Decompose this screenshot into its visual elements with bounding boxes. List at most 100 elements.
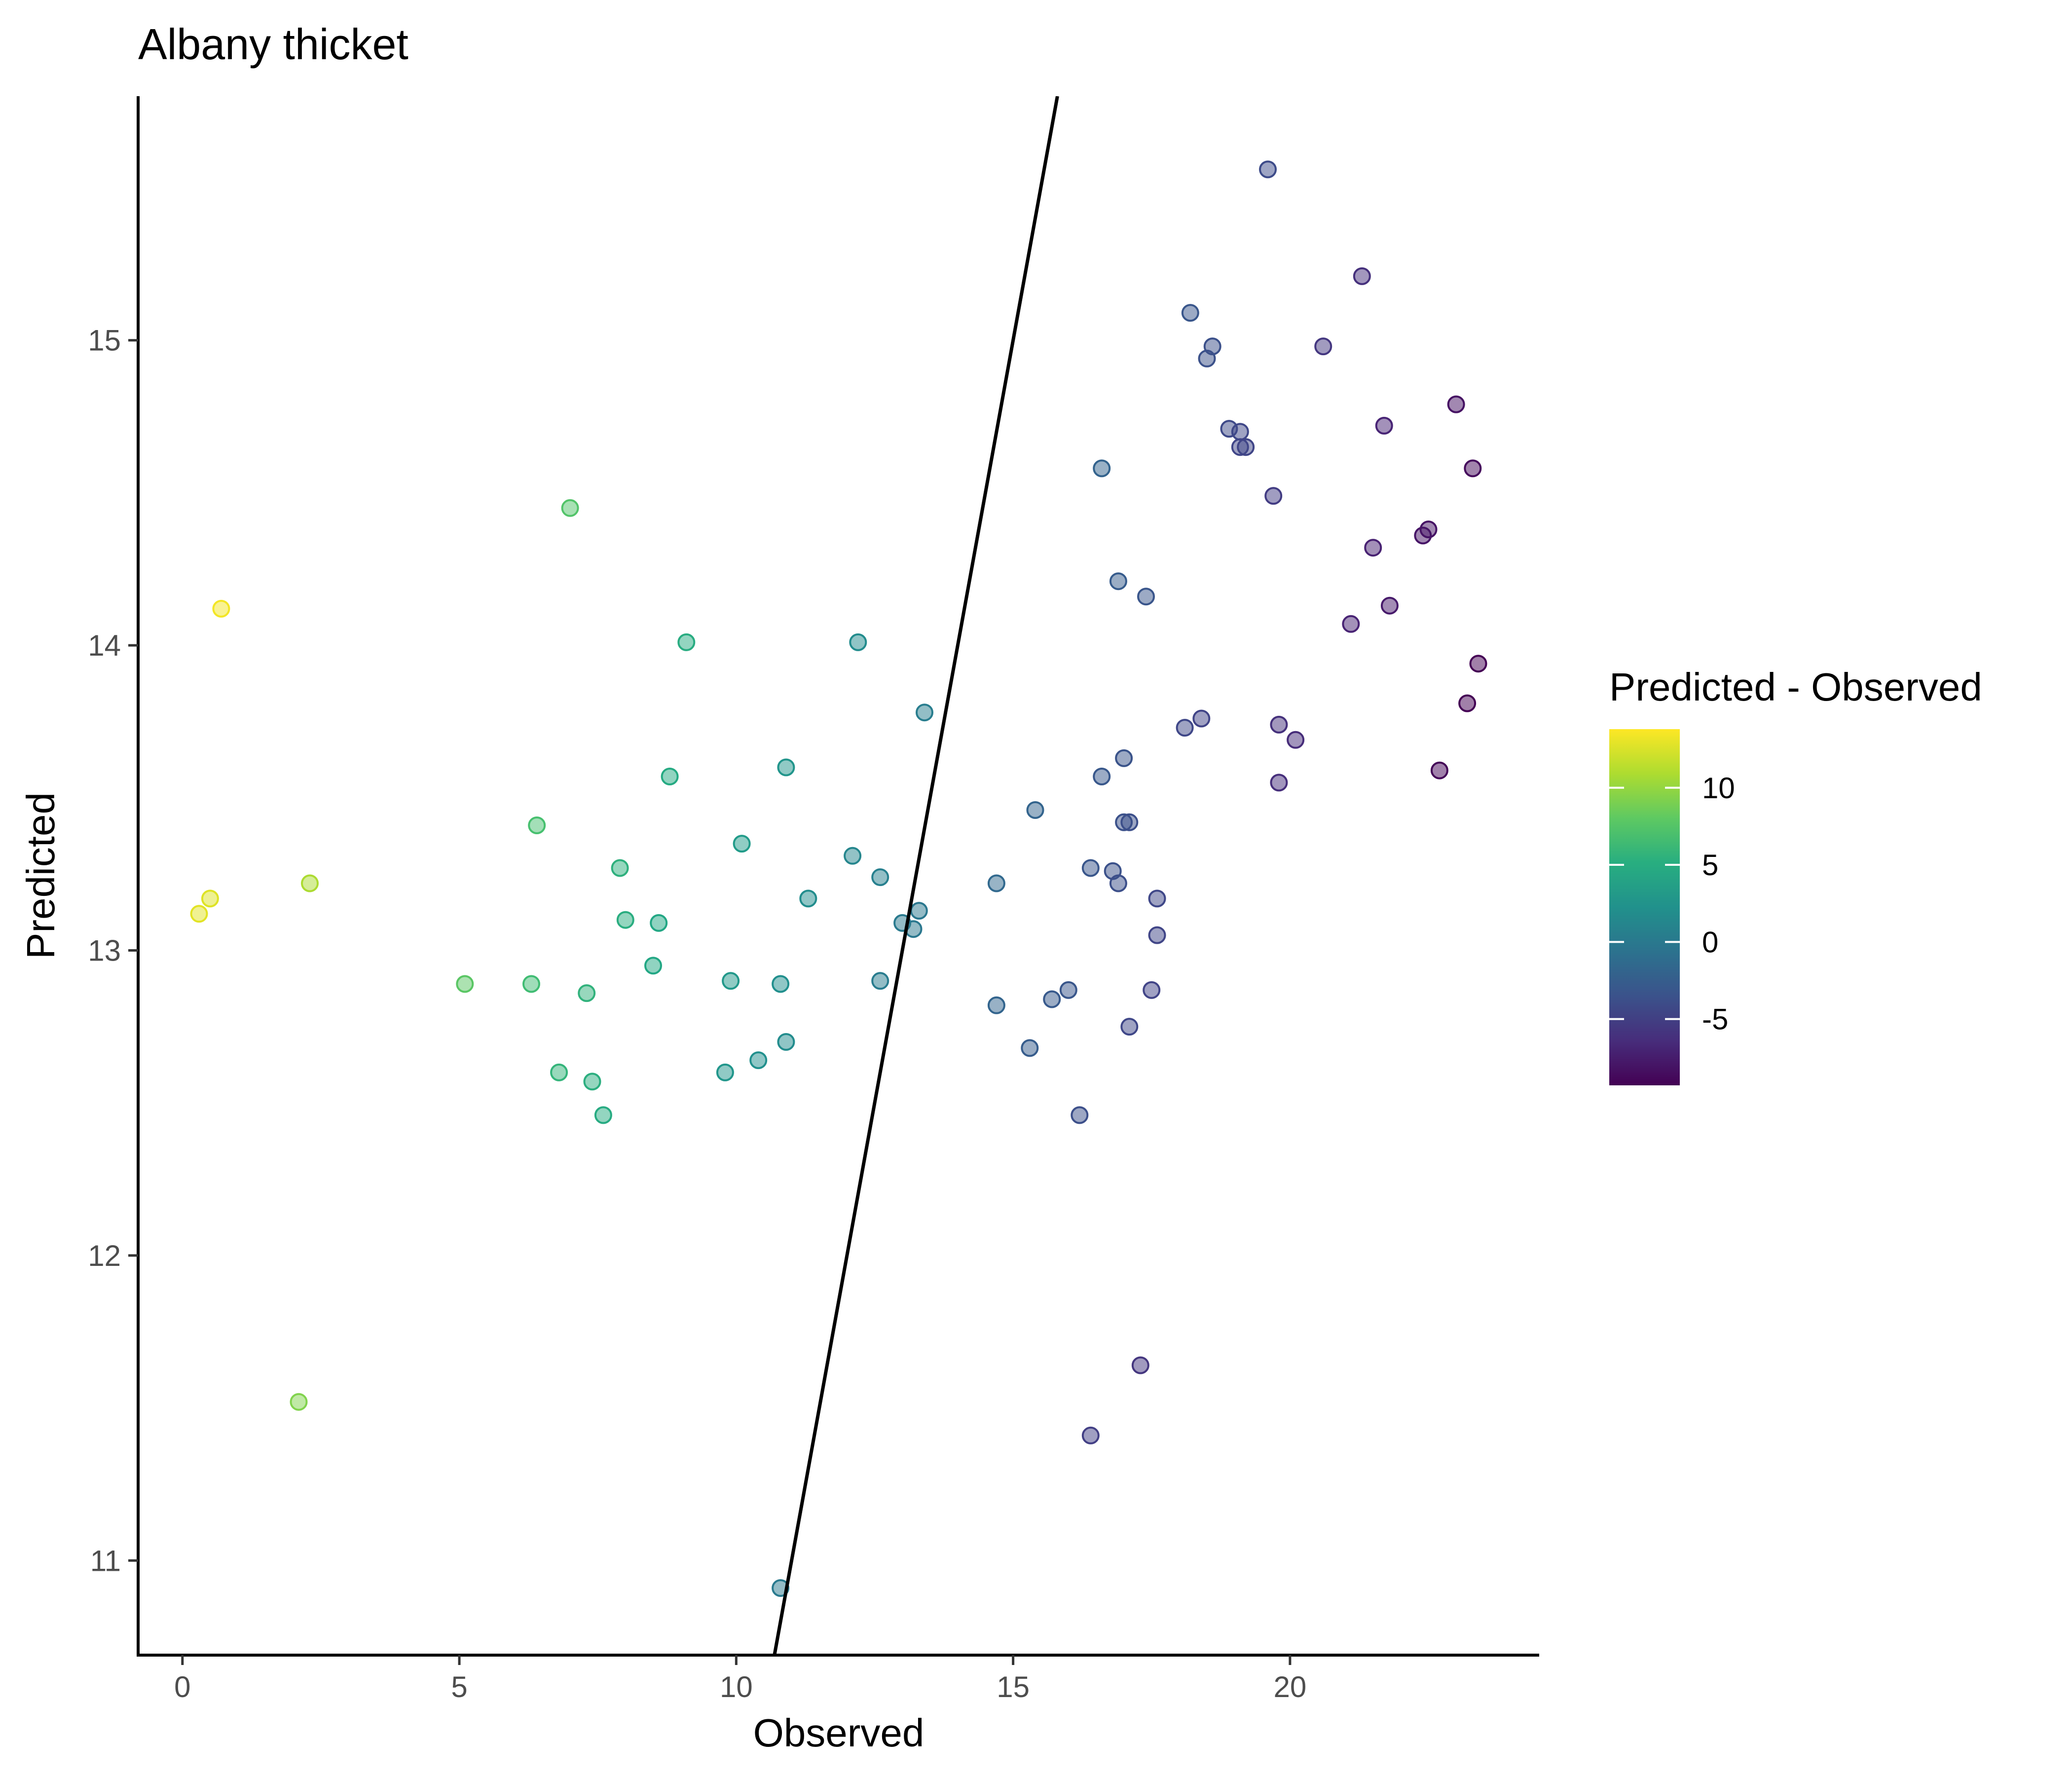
y-tick-label: 13 — [88, 934, 121, 967]
data-point — [1143, 981, 1161, 999]
data-point — [578, 984, 596, 1002]
data-point — [1264, 487, 1283, 505]
data-point — [1231, 423, 1249, 441]
x-ticks: 0 5 10 15 20 — [174, 1655, 1306, 1703]
points-layer — [190, 160, 1487, 1597]
y-tick-label: 14 — [88, 629, 121, 662]
x-tick-label: 15 — [997, 1670, 1030, 1703]
data-point — [1237, 438, 1255, 456]
data-point — [1115, 749, 1133, 767]
y-tick-label: 11 — [90, 1544, 121, 1577]
data-point — [522, 975, 540, 993]
data-point — [1176, 719, 1194, 737]
data-point — [871, 868, 889, 887]
legend-tick-label: -5 — [1702, 1003, 1728, 1036]
x-axis-title: Observed — [753, 1711, 925, 1755]
legend-tick-label: 0 — [1702, 925, 1718, 959]
chart-title: Albany thicket — [138, 20, 408, 69]
data-point — [1093, 768, 1111, 785]
data-point — [1342, 615, 1360, 633]
data-point — [456, 975, 474, 993]
data-point — [528, 816, 546, 834]
data-point — [1192, 709, 1211, 728]
data-point — [1120, 1018, 1139, 1036]
data-point — [1380, 596, 1399, 615]
data-point — [1071, 1106, 1089, 1124]
data-point — [722, 972, 740, 990]
data-point — [849, 633, 867, 651]
data-point — [1109, 874, 1127, 892]
data-point — [1203, 337, 1221, 356]
data-point — [1259, 160, 1277, 179]
data-point — [1043, 990, 1061, 1008]
x-tick-label: 20 — [1273, 1670, 1306, 1703]
y-tick-label: 15 — [88, 324, 121, 357]
data-point — [777, 1033, 795, 1051]
legend-tick-label: 5 — [1702, 849, 1718, 882]
data-point — [1464, 459, 1482, 478]
y-tick-label: 12 — [88, 1239, 121, 1272]
x-tick-label: 10 — [720, 1670, 753, 1703]
legend-tick-label: 10 — [1702, 772, 1735, 805]
reference-line-layer — [773, 96, 1059, 1655]
identity-line — [773, 96, 1059, 1655]
y-axis-title: Predicted — [19, 792, 63, 959]
data-point — [1375, 416, 1393, 435]
data-point — [749, 1051, 768, 1070]
data-point — [550, 1063, 568, 1081]
data-point — [1430, 761, 1448, 779]
data-point — [1353, 267, 1371, 285]
data-point — [910, 902, 928, 920]
data-point — [1469, 655, 1487, 673]
data-point — [1021, 1039, 1039, 1057]
legend: Predicted - Observed 10 5 0 -5 — [1609, 665, 1982, 1085]
data-point — [1093, 459, 1111, 478]
data-point — [1314, 337, 1332, 356]
data-point — [777, 758, 795, 777]
data-point — [799, 889, 817, 908]
data-point — [871, 972, 889, 990]
data-point — [661, 768, 679, 785]
data-point — [611, 859, 629, 877]
data-point — [190, 905, 208, 923]
data-point — [1109, 572, 1127, 591]
data-point — [212, 599, 230, 618]
legend-ticks: 10 5 0 -5 — [1609, 772, 1735, 1036]
data-point — [733, 835, 751, 853]
data-point — [201, 889, 219, 908]
data-point — [1447, 395, 1465, 413]
data-point — [1059, 981, 1077, 999]
data-point — [987, 874, 1005, 892]
data-point — [561, 499, 579, 517]
x-tick-label: 0 — [174, 1670, 190, 1703]
data-point — [644, 957, 662, 975]
data-point — [1270, 774, 1288, 792]
data-point — [916, 703, 933, 722]
data-point — [1181, 304, 1199, 322]
data-point — [677, 633, 696, 651]
data-point — [290, 1393, 308, 1411]
data-point — [1148, 926, 1166, 944]
data-point — [616, 911, 634, 929]
data-point — [301, 874, 319, 892]
data-point — [987, 996, 1005, 1014]
data-point — [1419, 520, 1438, 539]
data-point — [716, 1063, 734, 1081]
data-point — [1081, 1426, 1100, 1444]
x-tick-label: 5 — [451, 1670, 467, 1703]
data-point — [1148, 889, 1166, 908]
data-point — [1287, 731, 1305, 749]
data-point — [1120, 813, 1139, 831]
data-point — [1131, 1356, 1149, 1374]
data-point — [650, 914, 668, 932]
data-point — [844, 847, 862, 865]
data-point — [1458, 694, 1477, 712]
legend-title: Predicted - Observed — [1609, 665, 1982, 709]
data-point — [1270, 715, 1288, 734]
data-point — [1026, 801, 1044, 819]
colorbar — [1609, 729, 1680, 1085]
data-point — [583, 1073, 601, 1091]
data-point — [1364, 539, 1382, 557]
data-point — [1137, 588, 1155, 606]
